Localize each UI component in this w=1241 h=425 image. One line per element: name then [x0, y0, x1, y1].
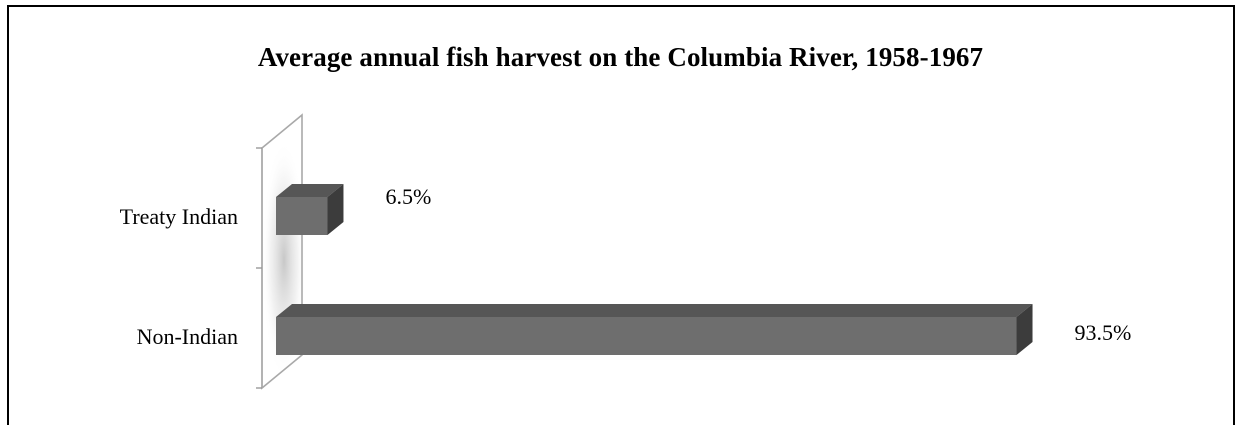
bar-front — [276, 317, 1017, 355]
bar-top — [276, 184, 344, 197]
data-label: 6.5% — [385, 184, 431, 209]
labels: Treaty Indian 6.5% Non-Indian 93.5% — [120, 184, 1132, 349]
data-label: 93.5% — [1075, 320, 1132, 345]
bar-non-indian — [276, 304, 1033, 355]
category-axis — [256, 147, 263, 389]
chart-title: Average annual fish harvest on the Colum… — [257, 42, 984, 72]
bar-top — [276, 304, 1033, 317]
category-label: Non-Indian — [137, 324, 238, 349]
bar-treaty-indian — [276, 184, 344, 235]
bars — [276, 184, 1033, 355]
chart-frame — [7, 5, 1235, 425]
bar-side — [327, 184, 344, 235]
bar-side — [1016, 304, 1033, 355]
category-label: Treaty Indian — [120, 204, 238, 229]
bar-front — [276, 197, 328, 235]
